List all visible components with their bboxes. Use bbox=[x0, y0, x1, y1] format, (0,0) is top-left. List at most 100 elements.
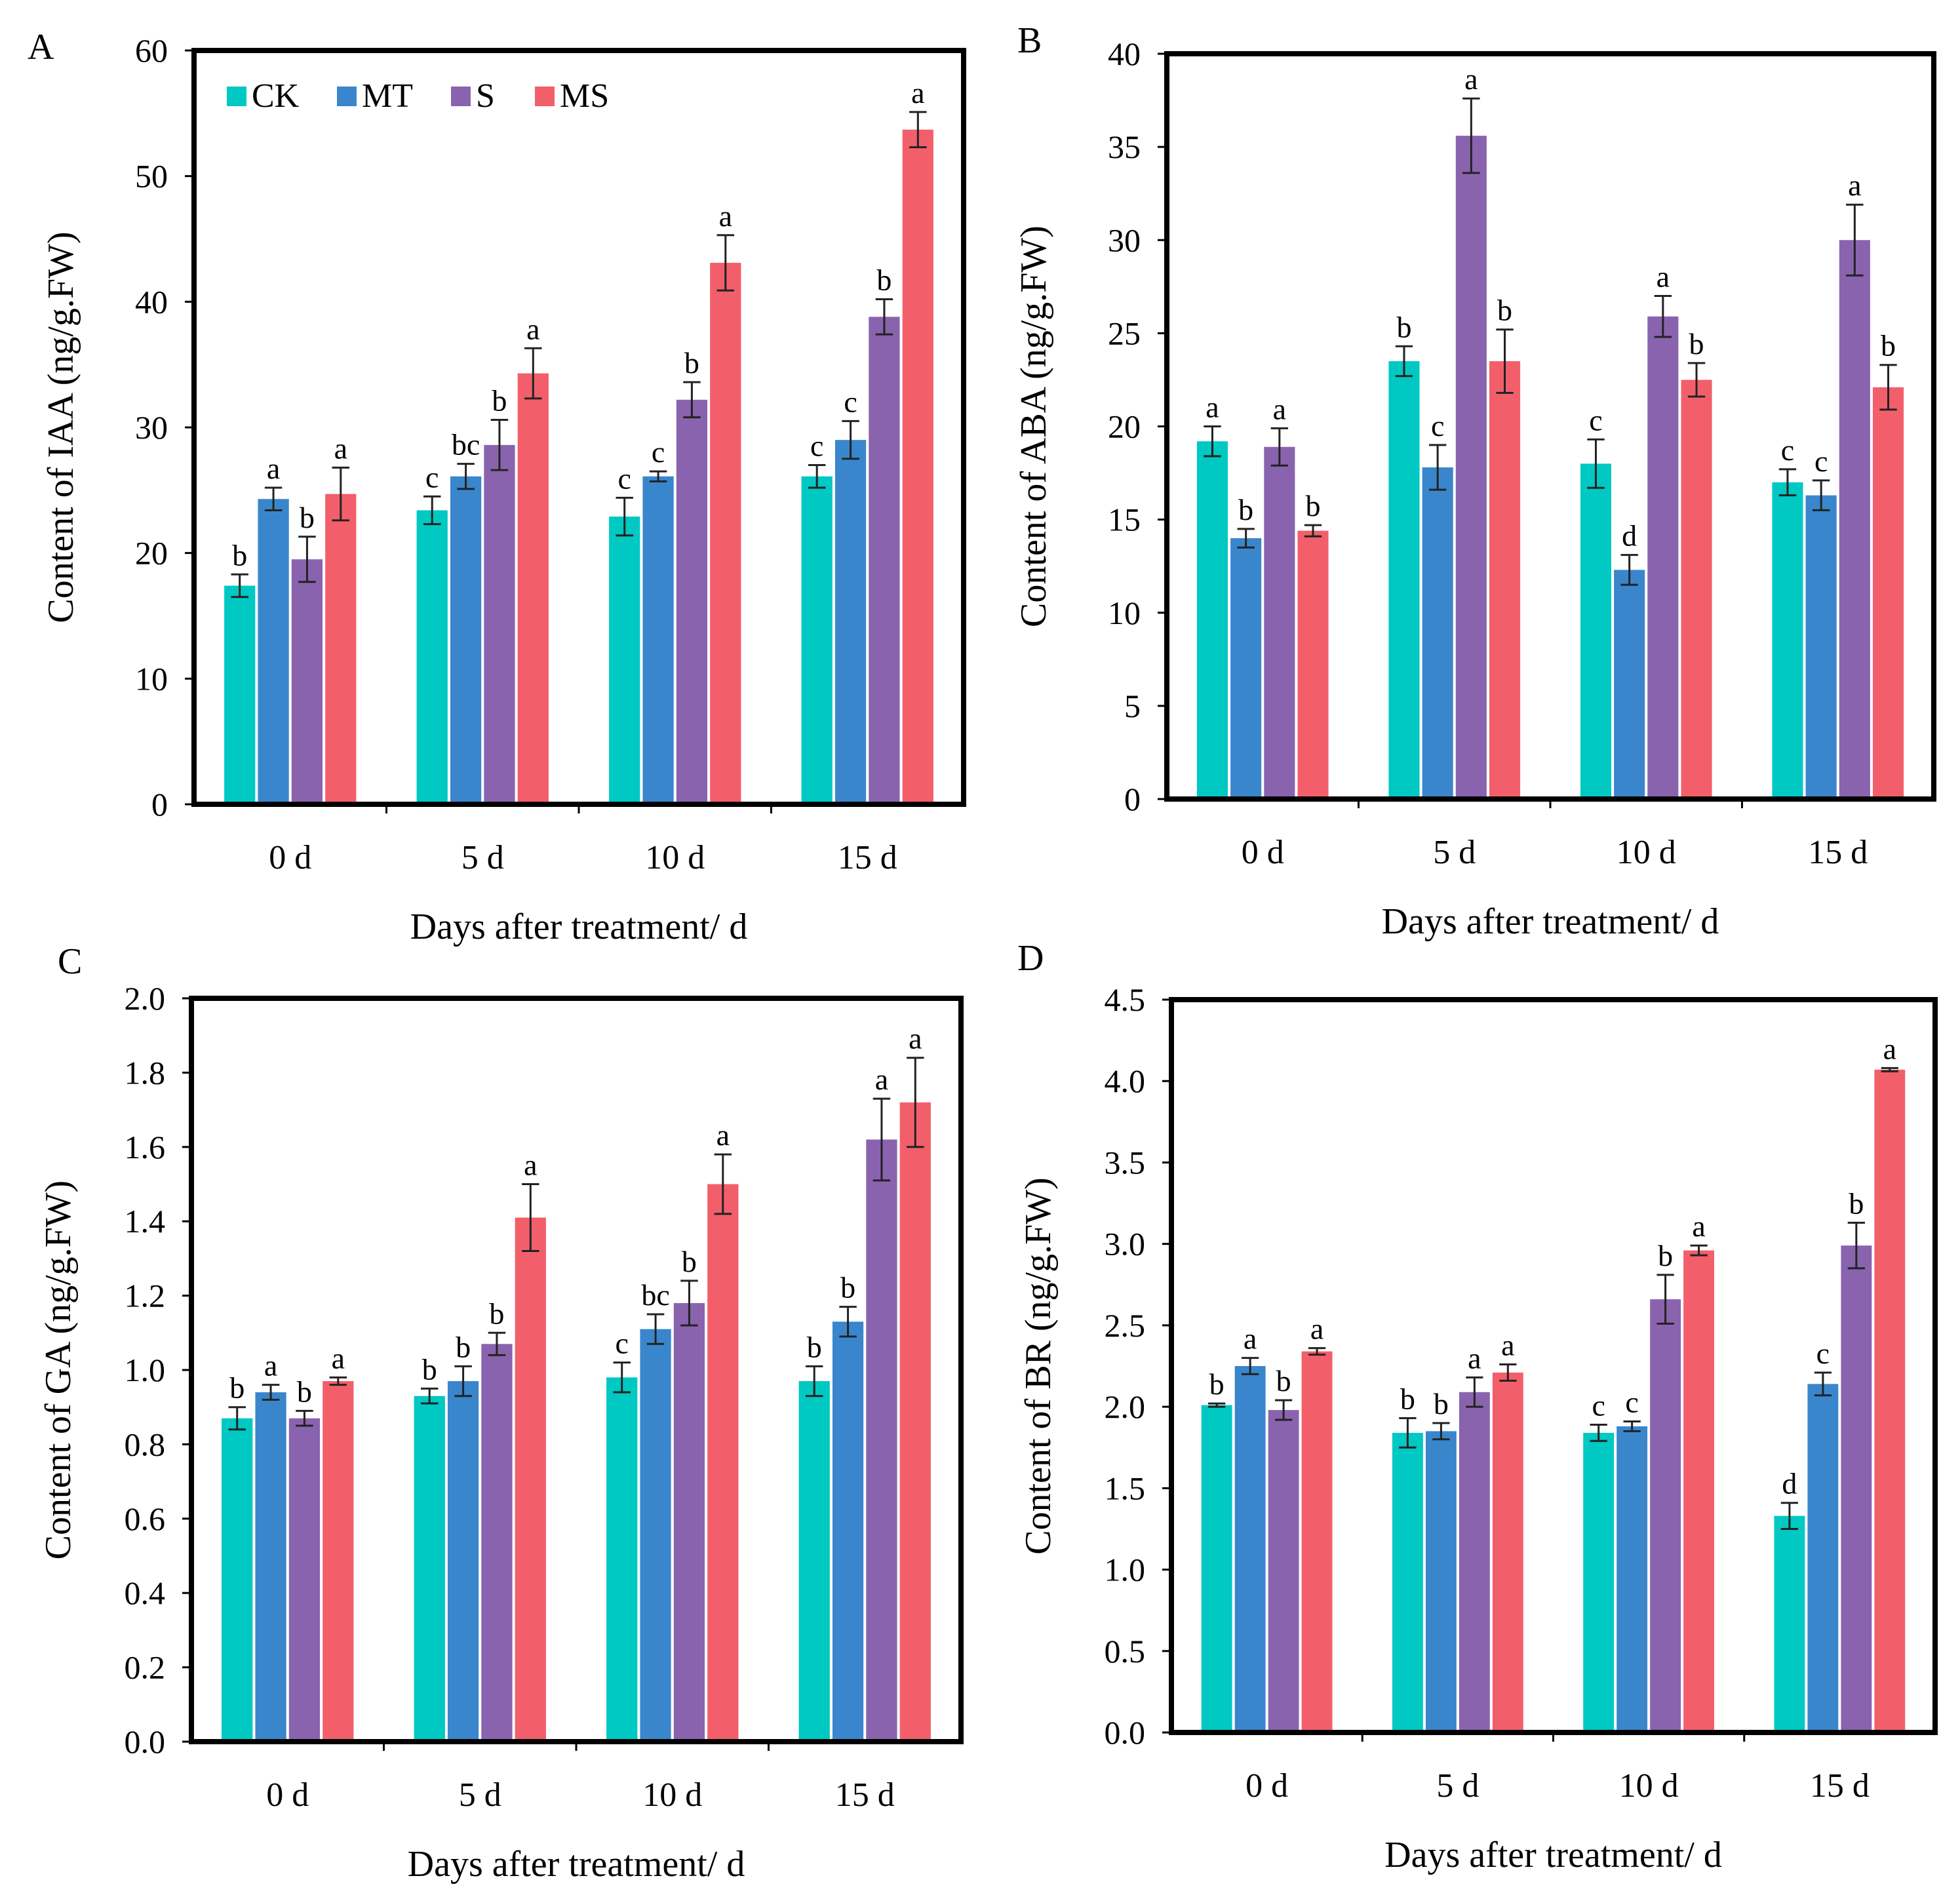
x-tick-label: 0 d bbox=[269, 839, 311, 876]
plot-frame bbox=[1164, 51, 1936, 802]
legend-swatch-s bbox=[451, 87, 471, 106]
x-tick-label: 0 d bbox=[1245, 1767, 1288, 1805]
x-axis-title: Days after treatment/ d bbox=[1384, 1835, 1722, 1875]
significance-letter: a bbox=[719, 199, 732, 233]
x-tick-label: 5 d bbox=[461, 839, 504, 876]
bar-s bbox=[1455, 136, 1487, 799]
y-tick-label: 1.2 bbox=[125, 1278, 166, 1314]
bar-ms bbox=[902, 129, 933, 804]
bar-ck bbox=[222, 1418, 253, 1742]
panel-letter: A bbox=[28, 27, 54, 68]
bar-ck bbox=[1580, 463, 1612, 799]
bar-ck bbox=[1772, 482, 1803, 799]
x-axis-title: Days after treatment/ d bbox=[410, 907, 748, 947]
significance-letter: c bbox=[1781, 433, 1794, 467]
x-tick-label: 10 d bbox=[645, 839, 705, 876]
x-tick-label: 10 d bbox=[642, 1776, 702, 1814]
significance-letter: b bbox=[1396, 310, 1411, 343]
y-tick-label: 60 bbox=[135, 32, 168, 69]
legend-swatch-mt bbox=[337, 87, 357, 106]
bar-ms bbox=[1297, 530, 1329, 799]
x-tick-label: 15 d bbox=[835, 1776, 895, 1814]
y-tick-label: 10 bbox=[135, 660, 168, 697]
bar-ms bbox=[325, 494, 357, 804]
significance-letter: b bbox=[1658, 1239, 1673, 1272]
y-tick-label: 0 bbox=[151, 786, 168, 823]
bar-mt bbox=[1422, 467, 1453, 799]
significance-letter: a bbox=[1501, 1329, 1514, 1362]
significance-letter: b bbox=[1497, 294, 1512, 327]
bar-s bbox=[1459, 1392, 1490, 1732]
significance-letter: b bbox=[1400, 1382, 1415, 1416]
panel-letter: B bbox=[1017, 20, 1042, 61]
significance-letter: a bbox=[526, 312, 539, 345]
significance-letter: b bbox=[1881, 329, 1896, 362]
bar-mt bbox=[258, 499, 289, 804]
bar-ms bbox=[1489, 361, 1521, 799]
bar-ck bbox=[1196, 441, 1228, 799]
significance-letter: b bbox=[1306, 489, 1321, 522]
y-tick-label: 50 bbox=[135, 158, 168, 195]
significance-letter: bc bbox=[641, 1278, 669, 1312]
legend-label-ck: CK bbox=[252, 77, 300, 115]
significance-letter: a bbox=[1205, 391, 1219, 424]
significance-letter: a bbox=[1848, 168, 1861, 202]
significance-letter: b bbox=[840, 1271, 855, 1304]
significance-letter: c bbox=[1431, 409, 1444, 442]
significance-letter: c bbox=[810, 429, 823, 463]
bar-ck bbox=[1583, 1432, 1615, 1732]
y-tick-label: 1.5 bbox=[1105, 1470, 1146, 1506]
bar-ck bbox=[801, 476, 833, 804]
y-tick-label: 2.0 bbox=[125, 980, 166, 1017]
y-tick-label: 2.5 bbox=[1105, 1307, 1146, 1344]
y-tick-label: 40 bbox=[1108, 35, 1141, 72]
x-axis-title: Days after treatment/ d bbox=[1382, 901, 1719, 942]
bar-ms bbox=[517, 373, 549, 804]
y-tick-label: 0.2 bbox=[125, 1649, 166, 1686]
significance-letter: a bbox=[1464, 62, 1478, 96]
x-tick-label: 10 d bbox=[1617, 834, 1676, 871]
bar-ms bbox=[1301, 1351, 1333, 1732]
bar-ms bbox=[1683, 1250, 1715, 1732]
bar-s bbox=[481, 1344, 513, 1742]
y-tick-label: 0.8 bbox=[125, 1426, 166, 1462]
x-tick-label: 0 d bbox=[1242, 834, 1284, 871]
legend-swatch-ms bbox=[535, 87, 555, 106]
plot-frame bbox=[189, 996, 964, 1744]
x-axis-title: Days after treatment/ d bbox=[408, 1844, 745, 1885]
significance-letter: c bbox=[1625, 1385, 1638, 1418]
bar-ck bbox=[1201, 1405, 1232, 1732]
x-tick-label: 10 d bbox=[1619, 1767, 1679, 1805]
significance-letter: b bbox=[297, 1375, 312, 1408]
y-tick-label: 3.0 bbox=[1105, 1226, 1146, 1262]
y-tick-label: 0.4 bbox=[125, 1574, 166, 1611]
x-tick-label: 5 d bbox=[1433, 834, 1476, 871]
significance-letter: a bbox=[334, 431, 347, 465]
bar-ms bbox=[710, 262, 741, 805]
y-axis-title: Content of IAA (ng/g.FW) bbox=[41, 231, 81, 623]
x-tick-label: 15 d bbox=[1810, 1767, 1870, 1805]
panel-letter: C bbox=[58, 941, 82, 982]
significance-letter: c bbox=[1814, 444, 1828, 478]
significance-letter: b bbox=[489, 1297, 504, 1330]
bar-s bbox=[1268, 1410, 1299, 1732]
significance-letter: b bbox=[1276, 1364, 1291, 1398]
significance-letter: b bbox=[1434, 1387, 1449, 1420]
significance-letter: a bbox=[524, 1148, 537, 1182]
significance-letter: a bbox=[332, 1341, 345, 1375]
y-axis-title: Content of GA (ng/g.FW) bbox=[38, 1181, 79, 1560]
significance-letter: b bbox=[229, 1371, 245, 1405]
y-tick-label: 25 bbox=[1108, 315, 1141, 351]
significance-letter: a bbox=[1244, 1322, 1257, 1356]
bar-s bbox=[676, 399, 708, 804]
y-tick-label: 20 bbox=[1108, 408, 1141, 445]
bar-ck bbox=[606, 1377, 638, 1742]
significance-letter: b bbox=[492, 384, 507, 418]
bar-ck bbox=[798, 1381, 830, 1742]
panel-c: C0.00.20.40.60.81.01.21.41.61.82.00 dbab… bbox=[38, 941, 964, 1885]
bar-ms bbox=[515, 1217, 546, 1742]
x-tick-label: 5 d bbox=[1436, 1767, 1479, 1805]
